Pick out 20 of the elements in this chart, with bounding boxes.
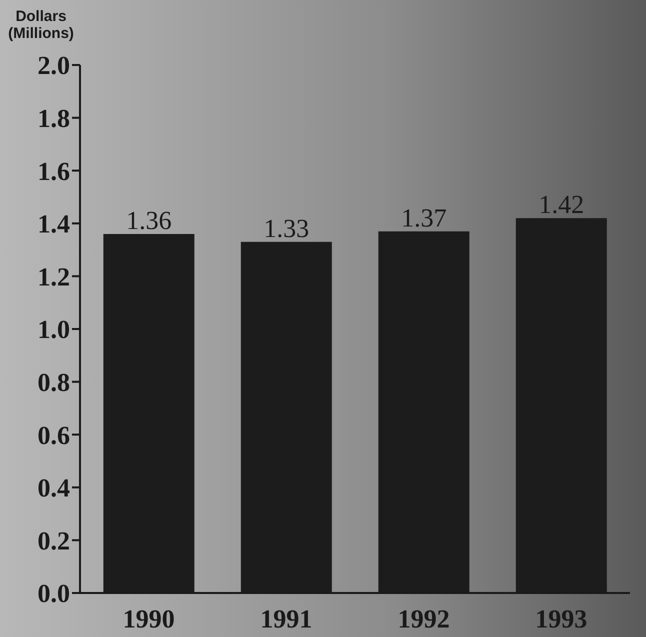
data-label: 1.42 [538, 190, 584, 220]
y-tick-label: 0.6 [38, 420, 70, 450]
y-axis-title: Dollars (Millions) [7, 8, 75, 42]
data-label: 1.33 [264, 214, 310, 243]
x-tick-label: 1993 [535, 604, 588, 634]
x-tick-label: 1991 [260, 604, 312, 634]
y-tick-label: 1.8 [38, 104, 70, 134]
y-tick-label: 1.0 [38, 315, 70, 344]
x-tick-label: 1992 [398, 604, 450, 634]
y-tick-label: 0.8 [38, 368, 70, 398]
y-tick-label: 0.0 [38, 579, 70, 608]
data-label: 1.36 [126, 206, 172, 235]
y-tick-label: 1.6 [38, 156, 70, 186]
data-label: 1.37 [401, 203, 447, 232]
y-tick-label: 0.4 [38, 474, 70, 503]
y-tick-label: 0.2 [38, 526, 70, 556]
x-tick-label: 1990 [122, 604, 175, 634]
y-tick-label: 1.2 [38, 262, 70, 292]
y-tick-label: 1.4 [38, 210, 70, 239]
y-tick-label: 2.0 [38, 51, 70, 80]
